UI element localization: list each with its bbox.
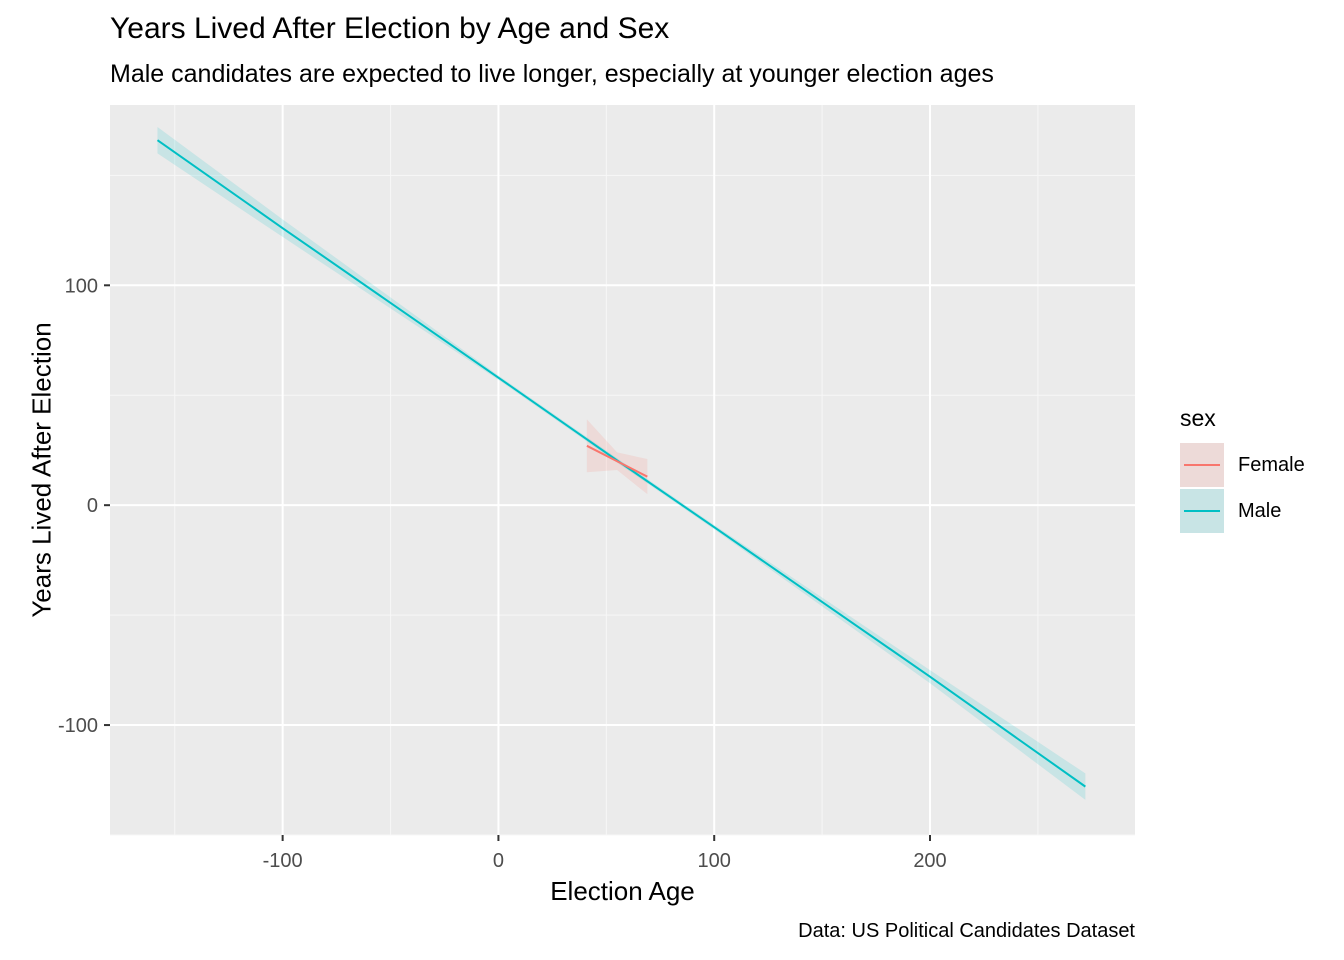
legend: sex Female Male <box>1180 405 1305 534</box>
legend-title: sex <box>1180 405 1216 431</box>
y-tick-label: 0 <box>87 495 98 517</box>
legend-key-male <box>1180 489 1224 533</box>
x-tick-label: 0 <box>493 850 504 872</box>
chart-caption: Data: US Political Candidates Dataset <box>798 920 1135 942</box>
chart-title: Years Lived After Election by Age and Se… <box>110 12 670 45</box>
confidence-band-female <box>586 419 648 495</box>
series-line-female <box>586 444 648 478</box>
legend-item-female: Female <box>1180 442 1305 488</box>
legend-label-female: Female <box>1238 453 1305 476</box>
y-axis-label: Years Lived After Election <box>26 322 57 618</box>
y-tick-label: -100 <box>58 715 98 737</box>
legend-label-male: Male <box>1238 499 1282 522</box>
x-axis-label: Election Age <box>550 876 695 906</box>
chart-subtitle: Male candidates are expected to live lon… <box>110 60 994 88</box>
x-tick-label: 100 <box>698 850 731 872</box>
x-tick-label: -100 <box>263 850 303 872</box>
x-tick-label: 200 <box>913 850 946 872</box>
legend-key-female <box>1180 443 1224 487</box>
y-tick-label: 100 <box>65 275 98 297</box>
legend-item-male: Male <box>1180 488 1305 534</box>
